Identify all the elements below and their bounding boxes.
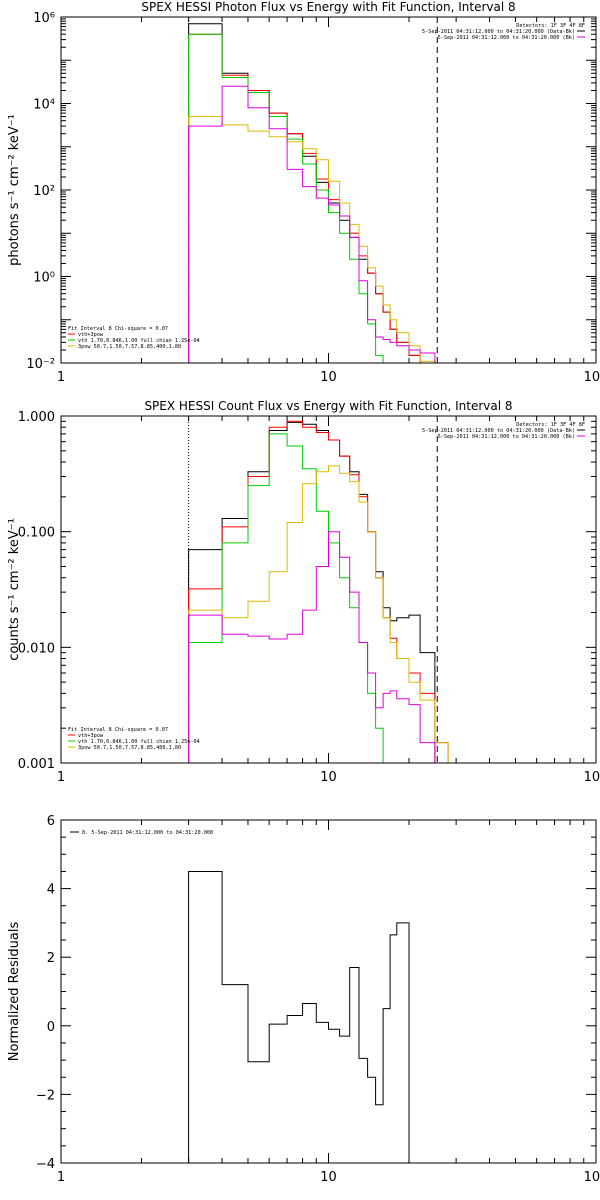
y-tick-label: 10⁻² — [26, 357, 55, 372]
y-tick-label: 0.010 — [18, 641, 55, 656]
y-tick-label: 6 — [47, 814, 55, 829]
y-tick-label: 0 — [47, 1020, 55, 1035]
legend-right-entry: 5-Sep-2011 04:31:12.000 to 04:31:20.000 … — [438, 434, 575, 440]
y-tick-label: 4 — [47, 883, 55, 898]
legend-left-entry: vth 1.70,0.846,1.00 full chian 1.25e-04 — [78, 338, 200, 344]
series-1-histogram — [188, 421, 436, 763]
chart-panel-2: SPEX HESSI Count Flux vs Energy with Fit… — [7, 399, 600, 785]
x-tick-label: 100 — [584, 1170, 600, 1185]
plot-area — [188, 23, 436, 363]
legend-right-entry: 5-Sep-2011 04:31:12.000 to 04:31:20.000 … — [422, 428, 575, 434]
x-tick-label: 100 — [584, 370, 600, 385]
series-3-histogram — [188, 433, 384, 763]
y-tick-label: −2 — [36, 1088, 55, 1103]
y-tick-label: 0.001 — [18, 757, 55, 772]
legend-left-entry: vth 1.70,0.846,1.00 full chian 1.25e-04 — [78, 739, 200, 745]
y-tick-label: 0.100 — [18, 526, 55, 541]
series-5-histogram — [188, 531, 436, 763]
chart-title: SPEX HESSI Count Flux vs Energy with Fit… — [144, 399, 512, 413]
x-tick-label: 10 — [320, 370, 337, 385]
x-tick-label: 1 — [57, 770, 65, 785]
chart-panel-3: Normalized Residuals 1 10 100 −4 −2 0 2 4 6 8. 5-S… — [7, 814, 600, 1185]
legend-right-entry: Detectors: 1F 3F 4F 8F — [516, 23, 585, 29]
series-3-histogram — [188, 33, 384, 363]
y-tick-label: 10⁴ — [33, 98, 55, 113]
chart-title: SPEX HESSI Photon Flux vs Energy with Fi… — [141, 0, 515, 14]
plot-frame — [60, 415, 597, 764]
x-tick-label: 100 — [584, 770, 600, 785]
legend-right-entry: 5-Sep-2011 04:31:12.000 to 04:31:20.000 … — [438, 35, 575, 41]
legend-right-entry: 5-Sep-2011 04:31:12.000 to 04:31:20.000 … — [422, 29, 575, 35]
y-axis-label: Normalized Residuals — [7, 922, 22, 1062]
plot-area — [188, 871, 410, 1163]
y-tick-label: −4 — [36, 1157, 55, 1172]
series-5-histogram — [188, 85, 436, 363]
y-axis-label: photons s⁻¹ cm⁻² keV⁻¹ — [7, 114, 22, 266]
x-tick-label: 10 — [320, 1170, 337, 1185]
chart-panel-1: SPEX HESSI Photon Flux vs Energy with Fi… — [7, 0, 600, 385]
series-4-histogram — [188, 465, 449, 763]
legend-left-entry: 3pow 50.7,1.50,7.57,8.85,400,1.80 — [78, 344, 181, 350]
y-tick-label: 10⁶ — [33, 11, 55, 26]
x-tick-label: 10 — [320, 770, 337, 785]
series-1-histogram — [188, 871, 410, 1163]
legend-left-entry: vth+3pow — [78, 733, 104, 739]
plot-frame — [60, 16, 597, 364]
y-tick-label: 2 — [47, 951, 55, 966]
x-tick-label: 1 — [57, 370, 65, 385]
y-axis-label: counts s⁻¹ cm⁻² keV⁻¹ — [7, 518, 22, 661]
plot-frame — [60, 819, 597, 1164]
legend-left-entry: vth+3pow — [78, 332, 104, 338]
series-4-histogram — [188, 116, 436, 363]
y-tick-label: 1.000 — [18, 410, 55, 425]
legend-left-entry: Fit Interval 8 Chi-square = 0.07 — [68, 727, 168, 733]
y-tick-label: 10² — [33, 184, 55, 199]
series-2-histogram — [188, 420, 449, 763]
plot-area — [188, 420, 449, 763]
legend-right-entry: Detectors: 1F 3F 4F 8F — [516, 422, 585, 428]
legend-entry: 8. 5-Sep-2011 04:31:12.000 to 04:31:20.0… — [82, 830, 213, 836]
legend-left-entry: Fit Interval 8 Chi-square = 0.07 — [68, 326, 168, 332]
y-tick-label: 10⁰ — [33, 271, 55, 286]
legend-left-entry: 3pow 50.7,1.50,7.57,8.85,400,1.80 — [78, 745, 181, 751]
x-tick-label: 1 — [57, 1170, 65, 1185]
